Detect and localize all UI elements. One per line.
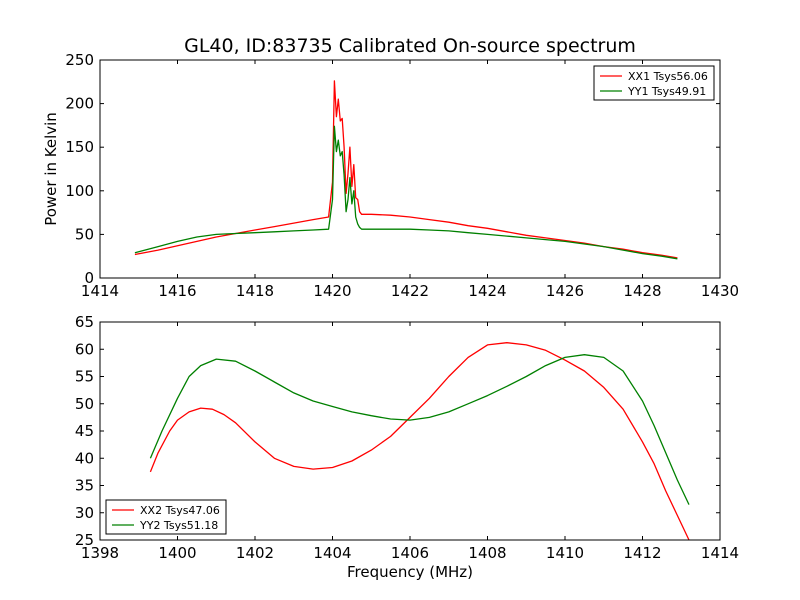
x-tick-label: 1416 (158, 282, 196, 300)
x-tick-label: 1412 (623, 544, 661, 562)
chart-panel-2: 1398 1400 1402 1404 1406 1408 1410 1412 1414 25 30… (75, 313, 739, 581)
series-line-2-2 (149, 354, 690, 505)
y-tick-label: 25 (75, 531, 94, 549)
legend-box (105, 499, 227, 535)
x-tick-label: 1424 (468, 282, 506, 300)
y-tick-label: 50 (75, 395, 94, 413)
y-tick-label: 65 (75, 313, 94, 331)
legend-box (593, 65, 715, 101)
x-tick-label: 1406 (391, 544, 429, 562)
chart-panel-1: 1414 1416 1418 1420 1422 1424 1426 1428 1430 0 50 1… (42, 51, 739, 300)
x-tick-label: 1398 (81, 544, 119, 562)
x-tick-label: 1426 (546, 282, 584, 300)
y-tick-label: 0 (84, 269, 94, 287)
x-tick-label: 1402 (236, 544, 274, 562)
y-tick-label: 60 (75, 340, 94, 358)
legend-label: YY2 Tsys51.18 (139, 519, 218, 532)
legend-label: XX1 Tsys56.06 (628, 70, 708, 83)
x-tick-label: 1422 (391, 282, 429, 300)
x-tick-label: 1408 (468, 544, 506, 562)
y-tick-label: 35 (75, 477, 94, 495)
y-tick-label: 250 (65, 51, 94, 69)
y-tick-label: 40 (75, 449, 94, 467)
x-tick-label: 1414 (81, 282, 119, 300)
legend-1: XX1 Tsys56.06 YY1 Tsys49.91 (593, 65, 715, 101)
y-tick-label: 100 (65, 182, 94, 200)
legend-label: XX2 Tsys47.06 (140, 504, 220, 517)
figure-title: GL40, ID:83735 Calibrated On-source spec… (184, 35, 636, 57)
x-tick-label: 1404 (313, 544, 351, 562)
x-tick-label: 1400 (158, 544, 196, 562)
legend-2: XX2 Tsys47.06 YY2 Tsys51.18 (105, 499, 227, 535)
series-line-1-1 (134, 80, 678, 259)
x-tick-label: 1414 (701, 544, 739, 562)
series-line-1-2 (134, 125, 678, 260)
x-tick-label: 1430 (701, 282, 739, 300)
y-axis-title: Power in Kelvin (42, 112, 60, 226)
x-tick-label: 1410 (546, 544, 584, 562)
y-tick-label: 55 (75, 368, 94, 386)
series-line-2-1 (149, 342, 690, 541)
y-tick-label: 200 (65, 95, 94, 113)
y-tick-label: 50 (75, 225, 94, 243)
y-tick-label: 45 (75, 422, 94, 440)
x-axis-title: Frequency (MHz) (347, 563, 473, 581)
x-tick-label: 1420 (313, 282, 351, 300)
y-tick-label: 30 (75, 504, 94, 522)
legend-label: YY1 Tsys49.91 (627, 85, 706, 98)
x-tick-label: 1428 (623, 282, 661, 300)
x-tick-label: 1418 (236, 282, 274, 300)
y-tick-label: 150 (65, 138, 94, 156)
plots: 1414 1416 1418 1420 1422 1424 1426 1428 14300501… (42, 51, 739, 581)
